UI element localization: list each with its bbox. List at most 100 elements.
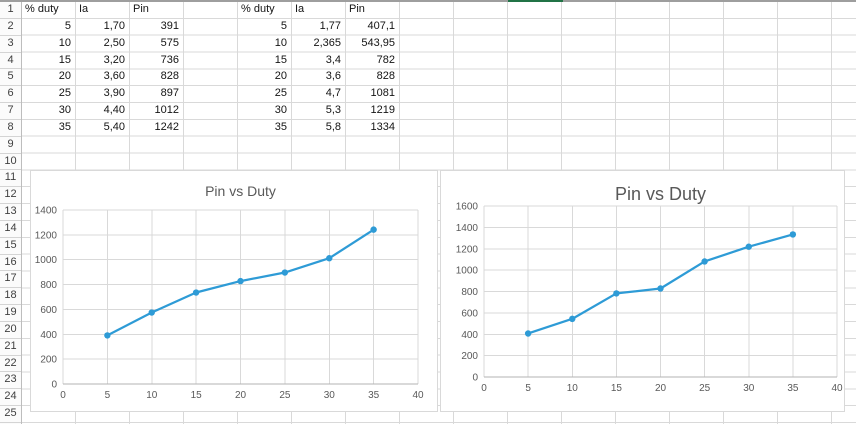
y-tick-label[interactable]: 1400: [456, 223, 479, 234]
table-1-cell[interactable]: 15: [58, 53, 71, 66]
y-tick-label[interactable]: 200: [40, 355, 57, 366]
table-1-cell[interactable]: 30: [58, 104, 71, 117]
table-1-cell[interactable]: 391: [160, 19, 179, 32]
table-1-cell[interactable]: 25: [58, 87, 71, 100]
x-tick-label[interactable]: 5: [525, 383, 531, 394]
row-number[interactable]: 23: [0, 372, 21, 390]
row-number[interactable]: 22: [0, 356, 21, 373]
table-2-cell[interactable]: 30: [274, 104, 287, 117]
chart-canvas[interactable]: 0 200 400 600 800 1000 1200 1400 0 5 10 15 20 25 30 35 4…: [31, 171, 437, 411]
y-tick-label[interactable]: 1000: [456, 266, 479, 277]
row-number[interactable]: 6: [0, 86, 21, 104]
y-tick-label[interactable]: 200: [461, 351, 478, 362]
table-2-cell[interactable]: 10: [274, 36, 287, 49]
row-number[interactable]: 16: [0, 255, 21, 272]
table-1-cell[interactable]: 3,90: [103, 87, 125, 100]
y-tick-label[interactable]: 1200: [456, 244, 479, 255]
table-1-header[interactable]: % duty: [25, 3, 59, 15]
y-tick-label[interactable]: 1000: [35, 255, 58, 266]
row-number[interactable]: 9: [0, 137, 21, 154]
y-tick-label[interactable]: 800: [40, 280, 57, 291]
data-point-marker[interactable]: [104, 332, 111, 339]
x-tick-label[interactable]: 35: [368, 390, 380, 401]
table-2-cell[interactable]: 2,365: [313, 36, 341, 49]
row-number[interactable]: 1: [0, 2, 21, 19]
row-number-gutter[interactable]: 1 2 3 4 5 6 7 8 9 10 11 12 13 14 15 16 17 18 19 20 21 22 23 24 2…: [0, 2, 22, 424]
row-number[interactable]: 11: [0, 170, 21, 188]
chart-canvas[interactable]: 0 200 400 600 800 1000 1200 1400 1600 0 5 10 15 20 25 3…: [441, 171, 844, 411]
table-2-header[interactable]: % duty: [241, 3, 275, 15]
row-number[interactable]: 4: [0, 53, 21, 70]
row-number[interactable]: 19: [0, 305, 21, 322]
y-tick-label[interactable]: 1600: [456, 202, 479, 213]
table-1-cell[interactable]: 1,70: [103, 19, 125, 32]
table-2-cell[interactable]: 5,8: [325, 120, 341, 133]
x-tick-label[interactable]: 10: [567, 383, 579, 394]
table-2-cell[interactable]: 3,6: [325, 70, 341, 83]
table-1-cell[interactable]: 10: [58, 36, 71, 49]
table-2-header[interactable]: Pin: [349, 3, 365, 15]
table-2-cell[interactable]: 1219: [370, 104, 395, 117]
row-number[interactable]: 3: [0, 36, 21, 53]
table-1-cell[interactable]: 3,60: [103, 70, 125, 83]
table-2-cell[interactable]: 1081: [370, 87, 395, 100]
table-2-header[interactable]: Ia: [295, 3, 305, 15]
table-2-cell[interactable]: 407,1: [367, 19, 395, 32]
y-tick-label[interactable]: 600: [461, 308, 478, 319]
table-1-cell[interactable]: 1242: [154, 120, 179, 133]
table-2-cell[interactable]: 25: [274, 87, 287, 100]
row-number[interactable]: 8: [0, 120, 21, 137]
row-number[interactable]: 17: [0, 271, 21, 289]
row-number[interactable]: 20: [0, 322, 21, 339]
x-tick-label[interactable]: 20: [655, 383, 667, 394]
chart-title[interactable]: Pin vs Duty: [615, 184, 706, 204]
row-number[interactable]: 15: [0, 238, 21, 255]
table-2-cell[interactable]: 15: [274, 53, 287, 66]
table-1-cell[interactable]: 736: [160, 53, 179, 66]
x-tick-label[interactable]: 0: [481, 383, 487, 394]
table-1-cell[interactable]: 897: [160, 87, 179, 100]
table-1-cell[interactable]: 828: [160, 70, 179, 83]
table-1-cell[interactable]: 35: [58, 120, 71, 133]
table-1-cell[interactable]: 1012: [154, 104, 179, 117]
data-point-marker[interactable]: [370, 226, 377, 233]
table-2-cell[interactable]: 5,3: [325, 104, 341, 117]
chart-title[interactable]: Pin vs Duty: [205, 183, 276, 199]
y-tick-label[interactable]: 0: [51, 380, 57, 391]
table-2-cell[interactable]: 3,4: [325, 53, 341, 66]
data-point-marker[interactable]: [281, 269, 289, 276]
row-number[interactable]: 18: [0, 288, 21, 306]
y-tick-label[interactable]: 1200: [35, 230, 58, 241]
x-tick-label[interactable]: 25: [699, 383, 711, 394]
table-2-cell[interactable]: 543,95: [361, 36, 395, 49]
data-point-marker[interactable]: [524, 330, 532, 337]
data-point-marker[interactable]: [789, 231, 797, 238]
x-tick-label[interactable]: 25: [279, 390, 291, 401]
table-2-cell[interactable]: 20: [274, 70, 287, 83]
x-tick-label[interactable]: 15: [191, 390, 203, 401]
x-tick-label[interactable]: 35: [787, 383, 799, 394]
y-tick-label[interactable]: 600: [40, 305, 57, 316]
row-number[interactable]: 12: [0, 187, 21, 205]
data-point-marker[interactable]: [326, 255, 333, 262]
data-point-marker[interactable]: [613, 290, 620, 297]
data-point-marker[interactable]: [148, 309, 155, 316]
data-point-marker[interactable]: [657, 285, 664, 292]
x-tick-label[interactable]: 40: [831, 383, 843, 394]
chart-2[interactable]: 0 200 400 600 800 1000 1200 1400 1600 0 5 10 15 20 25 3…: [440, 170, 845, 412]
row-number[interactable]: 5: [0, 69, 21, 87]
row-number[interactable]: 21: [0, 339, 21, 356]
table-2-cell[interactable]: 35: [274, 120, 287, 133]
table-2-cell[interactable]: 5: [280, 19, 287, 32]
y-tick-label[interactable]: 0: [472, 373, 478, 384]
x-tick-label[interactable]: 5: [105, 390, 111, 401]
x-tick-label[interactable]: 40: [412, 390, 424, 401]
row-number[interactable]: 24: [0, 389, 21, 407]
table-2-cell[interactable]: 1,77: [319, 19, 341, 32]
table-1-cell[interactable]: 3,20: [103, 53, 125, 66]
table-2-cell[interactable]: 1334: [370, 120, 395, 133]
data-point-marker[interactable]: [237, 277, 244, 285]
table-2-cell[interactable]: 828: [376, 70, 395, 83]
table-1-cell[interactable]: 20: [58, 70, 71, 83]
table-1-cell[interactable]: 5: [64, 19, 71, 32]
